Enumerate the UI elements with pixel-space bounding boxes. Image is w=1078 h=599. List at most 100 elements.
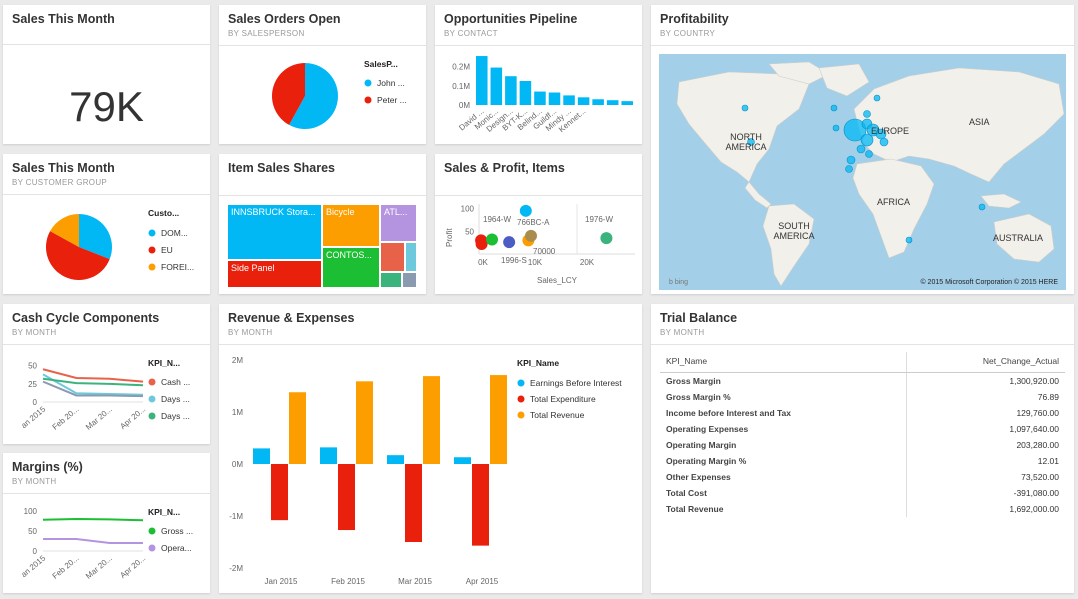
bar[interactable]	[505, 76, 517, 105]
legend-item[interactable]: Opera...	[161, 543, 192, 553]
map-bubble[interactable]	[905, 236, 913, 244]
map-bubble[interactable]	[873, 94, 881, 102]
tile-trial-balance[interactable]: Trial Balance BY MONTH KPI_Name Net_Chan…	[651, 304, 1074, 593]
bar[interactable]	[563, 95, 575, 105]
divider	[3, 344, 210, 345]
map-bubble[interactable]	[879, 137, 889, 147]
series-line[interactable]	[43, 538, 143, 544]
legend-title: Custo...	[148, 208, 179, 218]
treemap-cell[interactable]	[380, 272, 402, 288]
tile-cash-cycle-components[interactable]: Cash Cycle Components BY MONTH 0 25 50 an 2…	[3, 304, 210, 444]
bar[interactable]	[472, 464, 489, 546]
tile-subtitle: BY MONTH	[228, 328, 273, 337]
bar[interactable]	[356, 381, 373, 464]
legend-item[interactable]: FOREI...	[161, 262, 194, 272]
pie-slice[interactable]	[289, 63, 338, 129]
treemap-cell-bicycle[interactable]: Bicycle	[322, 204, 380, 247]
tile-sales-profit-items[interactable]: Sales & Profit, Items 50 100 0K 10K 20K Sales…	[435, 154, 642, 294]
y-tick-label: 0M	[232, 460, 243, 469]
map-bubble[interactable]	[846, 155, 856, 165]
bar[interactable]	[621, 101, 633, 105]
map-bubble[interactable]	[830, 104, 838, 112]
tile-margins[interactable]: Margins (%) BY MONTH 0 50 100 an 2015 Feb 20…	[3, 453, 210, 593]
map-bubble[interactable]	[978, 203, 986, 211]
bar[interactable]	[606, 100, 619, 105]
y-tick-label: -1M	[229, 512, 243, 521]
bar[interactable]	[405, 464, 422, 542]
bar[interactable]	[320, 447, 337, 464]
row-name: Gross Margin	[666, 376, 721, 386]
series-line[interactable]	[42, 373, 144, 396]
world-map[interactable]: NORTH AMERICA EUROPE ASIA AFRICA SOUTH A…	[659, 54, 1066, 290]
bar[interactable]	[454, 457, 471, 464]
tile-item-sales-shares[interactable]: Item Sales Shares INNSBRUCK Stora... Sid…	[219, 154, 426, 294]
legend-item[interactable]: Days ...	[161, 394, 190, 404]
treemap-cell-atl[interactable]: ATL...	[380, 204, 417, 242]
pie-slice[interactable]	[79, 214, 112, 260]
tile-profitability[interactable]: Profitability BY COUNTRY NORTH AMERICA E…	[651, 5, 1074, 294]
treemap-cell[interactable]	[380, 242, 405, 272]
legend-item[interactable]: Total Expenditure	[530, 394, 596, 404]
legend-item[interactable]: DOM...	[161, 228, 188, 238]
legend-item[interactable]: Earnings Before Interest	[530, 378, 622, 388]
tile-sales-by-customer-group[interactable]: Sales This Month BY CUSTOMER GROUP Custo…	[3, 154, 210, 294]
row-name: Total Cost	[666, 488, 707, 498]
bar[interactable]	[253, 448, 270, 464]
bar[interactable]	[490, 67, 503, 105]
map-bubble[interactable]	[856, 144, 866, 154]
treemap-cell-contos[interactable]: CONTOS...	[322, 247, 380, 288]
legend-item[interactable]: Total Revenue	[530, 410, 585, 420]
legend-item[interactable]: Cash ...	[161, 377, 190, 387]
bar[interactable]	[592, 99, 604, 105]
treemap-cell-side-panel[interactable]: Side Panel	[227, 260, 322, 288]
pie-slice[interactable]	[272, 63, 305, 125]
map-bubble[interactable]	[865, 150, 873, 158]
map-bubble[interactable]	[747, 138, 755, 146]
bar[interactable]	[338, 464, 355, 531]
scatter-point[interactable]	[503, 236, 516, 249]
bar[interactable]	[423, 376, 440, 464]
series-line[interactable]	[42, 380, 144, 398]
column-header-net-change[interactable]: Net_Change_Actual	[905, 352, 1065, 373]
column-header-kpi-name[interactable]: KPI_Name	[660, 352, 907, 373]
x-tick-label: Mar 2015	[398, 577, 432, 586]
series-line[interactable]	[42, 368, 144, 383]
bar[interactable]	[548, 92, 561, 105]
legend-item[interactable]: Gross ...	[161, 526, 193, 536]
treemap-cell[interactable]	[402, 272, 417, 288]
scatter-point[interactable]	[600, 232, 613, 245]
scatter-point[interactable]	[519, 204, 532, 217]
scatter-point[interactable]	[486, 233, 498, 246]
scatter-point[interactable]	[525, 229, 537, 242]
map-bubble[interactable]	[832, 124, 840, 132]
tile-revenue-expenses[interactable]: Revenue & Expenses BY MONTH -2M -1M 0M 1M 2M…	[219, 304, 642, 593]
bar[interactable]	[289, 392, 306, 464]
bar[interactable]	[519, 81, 532, 105]
scatter-point[interactable]	[475, 238, 488, 250]
map-bubble[interactable]	[843, 118, 867, 142]
y-tick-label: 100	[24, 507, 38, 516]
legend-item[interactable]: John ...	[377, 78, 405, 88]
legend-item[interactable]: Days ...	[161, 411, 190, 421]
tile-sales-this-month[interactable]: Sales This Month 79K	[3, 5, 210, 144]
pie-slice[interactable]	[46, 231, 110, 280]
map-bubble[interactable]	[741, 104, 749, 112]
tile-opportunities-pipeline[interactable]: Opportunities Pipeline BY CONTACT 0M 0.1M…	[435, 5, 642, 144]
legend-item[interactable]: Peter ...	[377, 95, 407, 105]
bar[interactable]	[534, 91, 546, 105]
map-bubble[interactable]	[860, 133, 874, 147]
series-line[interactable]	[42, 377, 144, 387]
series-line[interactable]	[42, 517, 144, 522]
tile-sales-orders-open[interactable]: Sales Orders Open BY SALESPERSON SalesP.…	[219, 5, 426, 144]
pie-slice[interactable]	[50, 214, 79, 247]
map-bubble[interactable]	[863, 110, 871, 118]
bar[interactable]	[490, 375, 507, 464]
legend-item[interactable]: EU	[161, 245, 173, 255]
treemap-cell[interactable]	[405, 242, 417, 272]
map-bubble[interactable]	[845, 165, 853, 173]
bar[interactable]	[476, 56, 488, 105]
bar[interactable]	[387, 455, 404, 464]
bar[interactable]	[577, 97, 590, 105]
treemap-cell-innsbruck[interactable]: INNSBRUCK Stora...	[227, 204, 322, 260]
bar[interactable]	[271, 464, 288, 521]
